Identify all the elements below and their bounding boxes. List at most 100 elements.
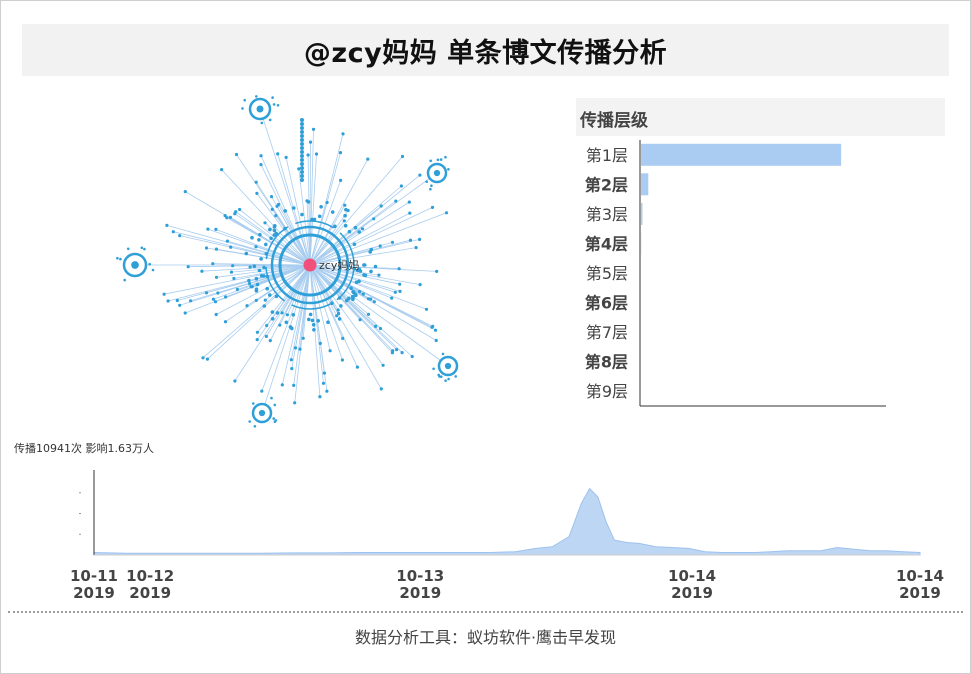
network-node <box>280 311 284 315</box>
network-node <box>300 178 304 182</box>
network-node <box>205 357 209 361</box>
network-node <box>243 98 246 102</box>
network-edge <box>231 264 311 273</box>
network-node <box>357 230 362 234</box>
network-node <box>372 300 376 304</box>
level-label: 第5层 <box>586 264 628 283</box>
network-node <box>269 195 274 199</box>
network-node <box>233 379 237 383</box>
network-node <box>434 338 438 343</box>
network-edge <box>234 264 311 382</box>
network-node <box>366 157 370 161</box>
network-node <box>211 262 215 266</box>
network-node <box>447 377 450 381</box>
network-edge <box>239 209 311 266</box>
network-edge <box>216 264 311 315</box>
network-node <box>319 205 323 209</box>
network-node <box>166 299 170 303</box>
network-edge <box>309 239 420 266</box>
network-node <box>204 246 209 250</box>
network-node <box>116 256 119 260</box>
network-node <box>264 242 268 247</box>
network-node <box>148 262 151 266</box>
network-node <box>274 419 278 422</box>
level-label: 第3层 <box>586 205 628 224</box>
network-edge <box>309 210 349 266</box>
level-label: 第9层 <box>586 382 628 401</box>
network-node <box>200 269 204 273</box>
network-node <box>361 292 365 296</box>
network-edge <box>207 228 311 266</box>
network-node <box>223 320 228 324</box>
network-node <box>272 417 275 420</box>
network-node <box>162 292 166 296</box>
network-node <box>259 257 263 261</box>
network-edge <box>309 129 314 266</box>
levels-title: 传播层级 <box>580 111 648 131</box>
network-edge <box>309 212 447 266</box>
timeline-tick-year: 2019 <box>129 584 171 602</box>
level-label: 第7层 <box>586 323 628 342</box>
network-node <box>271 96 274 99</box>
network-edge <box>309 220 345 266</box>
network-node <box>252 264 257 268</box>
timeline-area-chart[interactable]: 10-11201910-12201910-13201910-14201910-1… <box>30 460 960 610</box>
network-node <box>260 121 264 125</box>
network-edge <box>285 157 311 266</box>
network-node <box>339 304 343 308</box>
network-node <box>252 402 255 405</box>
network-node <box>354 280 359 285</box>
network-node <box>259 154 263 158</box>
network-node <box>310 318 315 323</box>
network-edge <box>230 246 311 266</box>
network-edge <box>202 264 311 359</box>
network-edge <box>309 264 449 367</box>
network-node <box>312 217 317 222</box>
network-node <box>330 301 334 305</box>
network-node <box>336 308 340 312</box>
network-node <box>290 326 294 331</box>
timeline-tick-year: 2019 <box>73 584 115 602</box>
network-node <box>353 225 358 230</box>
network-edge <box>309 264 343 361</box>
level-label: 第4层 <box>585 234 628 253</box>
level-label: 第8层 <box>585 353 628 372</box>
network-edge <box>309 264 413 357</box>
network-node <box>254 288 259 293</box>
network-edge <box>221 169 311 266</box>
network-node <box>151 268 155 272</box>
network-node <box>300 122 304 126</box>
level-bar <box>641 143 842 166</box>
network-node <box>298 347 302 351</box>
network-edges <box>135 108 449 414</box>
network-node <box>278 323 282 327</box>
network-node <box>262 265 266 270</box>
network-node <box>232 276 236 281</box>
network-node <box>175 298 179 303</box>
network-edge <box>309 207 433 266</box>
network-edge <box>309 264 369 300</box>
network-node <box>259 163 263 167</box>
network-edge <box>309 264 400 285</box>
propagation-network[interactable]: zcy妈妈 <box>100 88 500 428</box>
network-node <box>269 236 273 241</box>
network-node <box>276 104 280 107</box>
network-node <box>186 265 190 269</box>
timeline-tick-label: 10-12 <box>126 567 174 585</box>
network-node <box>297 167 301 171</box>
timeline-tick-year: 2019 <box>899 584 941 602</box>
network-node <box>293 346 298 350</box>
network-node <box>390 296 394 300</box>
network-edge <box>309 247 417 266</box>
network-node <box>254 180 258 184</box>
network-node <box>224 295 228 299</box>
network-node <box>254 245 258 249</box>
network-edge <box>309 142 311 266</box>
network-node <box>431 324 435 328</box>
network-node <box>272 233 277 237</box>
network-node <box>265 286 269 291</box>
network-node <box>284 155 288 159</box>
network-node <box>435 269 439 273</box>
network-node <box>366 297 371 301</box>
network-node <box>253 425 257 428</box>
